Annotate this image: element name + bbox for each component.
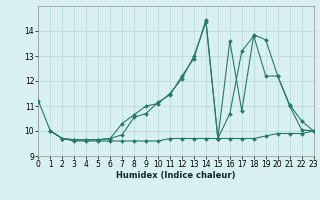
X-axis label: Humidex (Indice chaleur): Humidex (Indice chaleur)	[116, 171, 236, 180]
